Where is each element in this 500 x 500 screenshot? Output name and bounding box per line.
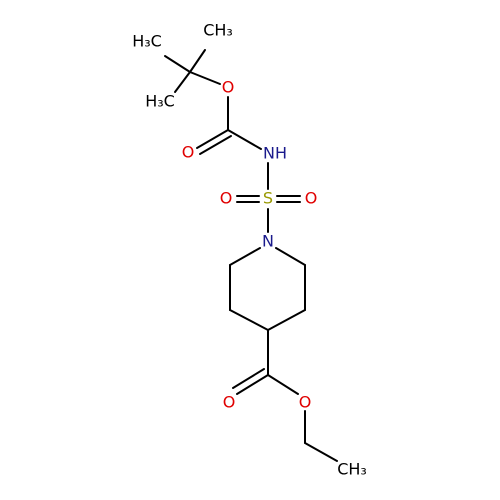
atom-label: CH₃	[203, 21, 233, 40]
atom-label: H₃C	[132, 32, 162, 51]
atom-label: NH	[263, 144, 287, 163]
atom-label: O	[305, 189, 318, 208]
atom-label: N	[262, 232, 274, 251]
atom-label: CH₃	[337, 460, 367, 479]
atom-label: O	[299, 393, 312, 412]
atom-label: O	[182, 143, 195, 162]
atom-label: O	[220, 189, 233, 208]
atom-label: O	[222, 78, 235, 97]
atom-label: H₃C	[145, 92, 175, 111]
atom-label: S	[263, 189, 273, 208]
bonds	[164, 49, 338, 462]
atom-label: O	[223, 393, 236, 412]
